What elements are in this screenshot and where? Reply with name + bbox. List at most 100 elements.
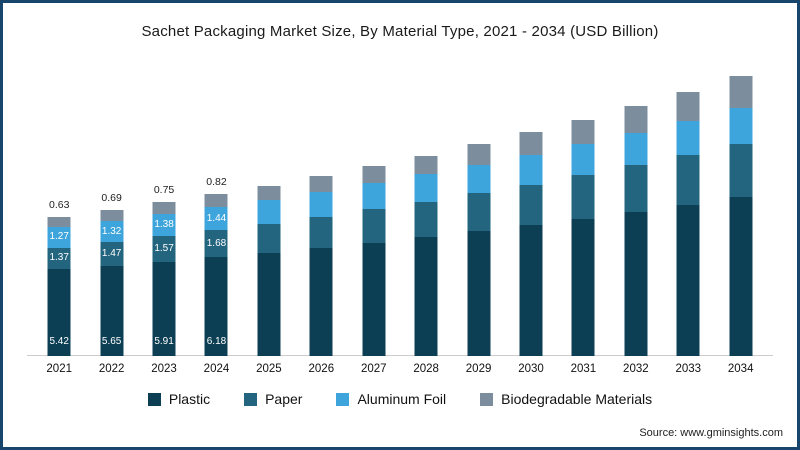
bar-segment-paper <box>309 216 333 248</box>
x-axis-tick-2031: 2031 <box>570 363 597 375</box>
bar-top-value-label: 0.63 <box>48 199 70 212</box>
bar-segment-paper <box>676 154 700 205</box>
segment-value-label: 5.42 <box>49 336 69 347</box>
segment-value-label: 1.47 <box>101 247 122 259</box>
segment-value-label: 1.57 <box>154 243 174 255</box>
bar-segment-biodegradable-materials <box>47 217 71 228</box>
bar-segment-aluminum-foil <box>362 183 386 210</box>
segment-value-label: 5.91 <box>154 336 174 347</box>
legend-label: Plastic <box>168 391 211 407</box>
stacked-bar-2031 <box>571 119 595 356</box>
x-axis-tick-2024: 2024 <box>203 363 230 375</box>
x-axis-tick-2023: 2023 <box>151 363 177 375</box>
bar-segment-paper: 1.68 <box>204 230 228 258</box>
stacked-bar-2023: 5.91 1.57 1.38 <box>152 202 176 356</box>
bar-segment-aluminum-foil <box>729 108 753 144</box>
legend-swatch-icon <box>147 392 161 406</box>
bar-segment-aluminum-foil: 1.44 <box>204 207 228 231</box>
plot-area: 0.63 5.42 1.37 1.27 0.69 5.65 1.47 1.32 0.75 5.91… <box>27 54 773 356</box>
bar-segment-aluminum-foil: 1.32 <box>100 221 124 243</box>
bar-column-2030 <box>505 54 557 356</box>
bar-column-2031 <box>557 54 609 356</box>
stacked-bar-2021: 5.42 1.37 1.27 <box>47 217 71 356</box>
bar-column-2028 <box>400 54 452 356</box>
bar-segment-plastic: 5.42 <box>47 269 71 356</box>
bar-top-value-label: 0.82 <box>206 176 227 189</box>
bar-segment-paper <box>257 223 281 253</box>
x-axis-tick-2026: 2026 <box>308 363 335 375</box>
legend-label: Paper <box>265 391 303 407</box>
bar-segment-plastic <box>362 242 386 356</box>
bar-column-2024: 0.82 6.18 1.68 1.44 <box>190 54 242 356</box>
bar-segment-aluminum-foil <box>257 199 281 224</box>
bar-segment-plastic: 5.65 <box>100 265 124 356</box>
legend-item-aluminum-foil: Aluminum Foil <box>336 391 446 407</box>
bar-segment-biodegradable-materials <box>204 194 228 208</box>
bar-segment-biodegradable-materials <box>362 166 386 184</box>
stacked-bar-2029 <box>467 144 491 356</box>
bar-segment-paper <box>624 165 648 213</box>
bar-column-2029 <box>452 54 504 356</box>
stacked-bar-2030 <box>519 132 543 356</box>
bar-segment-biodegradable-materials <box>414 155 438 175</box>
bar-segment-paper <box>519 184 543 226</box>
bar-segment-paper: 1.37 <box>47 247 71 270</box>
x-axis-tick-2025: 2025 <box>256 363 282 375</box>
stacked-bar-2026 <box>309 176 333 356</box>
bar-segment-plastic <box>571 218 595 356</box>
x-axis-tick-2028: 2028 <box>413 363 439 375</box>
stacked-bar-2024: 6.18 1.68 1.44 <box>204 194 228 356</box>
bar-segment-paper <box>729 143 753 198</box>
bar-segment-aluminum-foil <box>467 164 491 194</box>
bar-segment-biodegradable-materials <box>729 76 753 108</box>
bar-column-2034 <box>714 54 766 356</box>
bar-column-2021: 0.63 5.42 1.37 1.27 <box>33 54 85 356</box>
stacked-bar-2025 <box>257 185 281 356</box>
x-axis-tick-2029: 2029 <box>465 363 492 375</box>
bar-segment-aluminum-foil: 1.38 <box>152 214 176 237</box>
legend-item-paper: Paper <box>244 391 302 407</box>
bar-segment-biodegradable-materials <box>152 202 176 215</box>
x-axis-tick-2034: 2034 <box>727 363 754 375</box>
bar-segment-paper: 1.47 <box>100 242 124 266</box>
x-axis-tick-2027: 2027 <box>360 363 387 375</box>
legend-label: Aluminum Foil <box>357 391 447 407</box>
segment-value-label: 1.38 <box>154 219 174 231</box>
stacked-bar-2034 <box>729 76 753 356</box>
bar-segment-biodegradable-materials <box>467 144 491 165</box>
bar-segment-biodegradable-materials <box>676 91 700 121</box>
bar-segment-paper <box>571 175 595 219</box>
stacked-bar-2028 <box>414 155 438 356</box>
legend-swatch-icon <box>244 392 258 406</box>
bar-segment-plastic <box>257 252 281 356</box>
bar-segment-paper <box>467 193 491 232</box>
x-axis-labels: 2021 2022 2023 2024 2025 2026 2027 2028 2029 2030… <box>33 363 767 375</box>
bar-segment-plastic: 5.91 <box>152 261 176 356</box>
bar-column-2026 <box>295 54 347 356</box>
x-axis-line <box>27 355 773 356</box>
bar-top-value-label: 0.75 <box>153 184 175 197</box>
bar-segment-paper <box>362 209 386 243</box>
bar-segment-plastic <box>519 225 543 356</box>
bar-segment-aluminum-foil <box>519 154 543 185</box>
x-axis-tick-2022: 2022 <box>98 363 125 375</box>
bar-segment-plastic <box>676 204 700 356</box>
bar-segment-aluminum-foil <box>414 174 438 202</box>
bar-segment-aluminum-foil: 1.27 <box>47 227 71 248</box>
x-axis-tick-2032: 2032 <box>623 363 649 375</box>
bar-segment-plastic: 6.18 <box>204 257 228 356</box>
bar-segment-plastic <box>414 237 438 356</box>
legend-item-plastic: Plastic <box>147 391 211 407</box>
bar-column-2023: 0.75 5.91 1.57 1.38 <box>138 54 190 356</box>
segment-value-label: 1.44 <box>206 212 227 224</box>
bar-column-2033 <box>662 54 714 356</box>
bar-segment-aluminum-foil <box>676 120 700 155</box>
bars-container: 0.63 5.42 1.37 1.27 0.69 5.65 1.47 1.32 0.75 5.91… <box>33 54 767 356</box>
bar-segment-biodegradable-materials <box>257 185 281 200</box>
segment-value-label: 1.68 <box>206 237 227 249</box>
bar-segment-biodegradable-materials <box>309 176 333 192</box>
bar-segment-plastic <box>729 197 753 356</box>
stacked-bar-2022: 5.65 1.47 1.32 <box>100 210 124 356</box>
bar-column-2032 <box>610 54 662 356</box>
bar-segment-aluminum-foil <box>571 144 595 176</box>
